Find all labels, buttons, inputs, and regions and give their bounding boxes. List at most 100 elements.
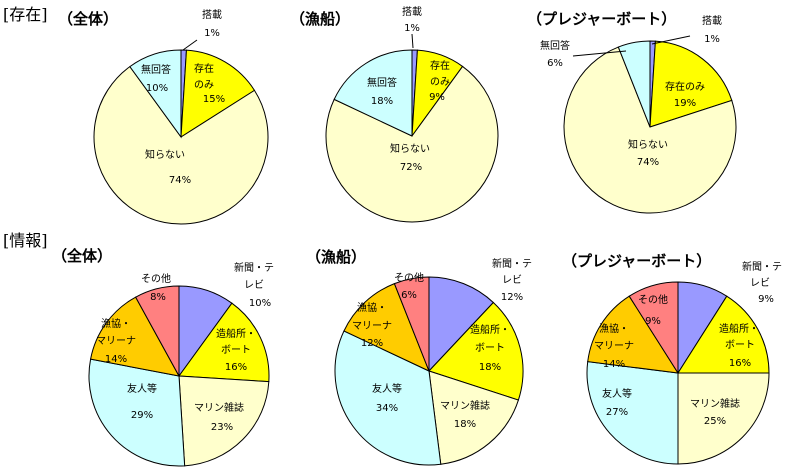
slice-value-label: 18% — [454, 419, 476, 430]
slice-value-label: 12% — [361, 338, 383, 349]
slice-value-label: 23% — [211, 422, 233, 433]
slice-label: マリン雑誌 — [440, 399, 490, 412]
slice-value-label: 18% — [371, 96, 393, 107]
slice-value-label: 34% — [376, 403, 398, 414]
slice-value-label: 6% — [401, 290, 417, 301]
slice-label: ボート — [221, 344, 251, 356]
chart-title: （漁船） — [290, 10, 350, 28]
slice-value-label: 1% — [404, 23, 420, 34]
slice-value-label: 14% — [105, 354, 127, 365]
pie-slice-0 — [428, 276, 495, 373]
chart-existence-fishing: （漁船） 搭載 1% 存在のみ 9% 知らない 72% 無回答 18% — [290, 5, 499, 223]
pie-slice-3 — [586, 361, 679, 465]
pie-slice-4 — [90, 296, 180, 377]
slice-label: マリン雑誌 — [194, 401, 244, 414]
slice-value-label: 8% — [150, 292, 166, 303]
slice-value-label: 74% — [637, 157, 659, 168]
pie: 新聞・テレビ 9% 造船所・ボート 16% マリン雑誌 25% 友人等 27% 漁協・マリーナ 1… — [586, 260, 782, 465]
slice-label: 知らない — [145, 148, 185, 161]
chart-information-all: （全体） 新聞・テレビ 10% 造船所・ボート 16% マリン雑誌 23% 友人等 29% 漁協… — [52, 247, 274, 467]
pie: 新聞・テレビ 12% 造船所・ボート 18% マリン雑誌 18% 友人等 34% 漁協・マリーナ… — [334, 257, 532, 466]
slice-value-label: 10% — [249, 298, 271, 309]
leader-line — [651, 35, 691, 45]
slice-label: マリーナ — [352, 320, 392, 332]
pie-slice-3 — [129, 49, 182, 139]
slice-label: のみ — [194, 80, 214, 91]
slice-value-label: 16% — [225, 362, 247, 373]
pie: 搭載 1% 存在のみ 15% 知らない 74% 無回答 10% — [93, 8, 269, 225]
pie-slice-2 — [677, 372, 770, 465]
chart-existence-all: （全体） 搭載 1% 存在のみ 15% 知らない 74% 無回答 10% — [58, 8, 269, 225]
chart-information-pleasure: （プレジャーボート） 新聞・テレビ 9% 造船所・ボート 16% マリン雑誌 25% 友人等… — [562, 252, 782, 465]
slice-value-label: 29% — [131, 410, 153, 421]
slice-label: レビ — [502, 274, 522, 286]
slice-label: 存在 — [194, 62, 214, 75]
slice-label: 存在のみ — [665, 80, 705, 93]
chart-title: （プレジャーボート） — [562, 252, 711, 270]
slice-label: ボート — [725, 339, 755, 351]
slice-value-label: 74% — [169, 175, 191, 186]
leader-line — [182, 39, 198, 51]
slice-label: その他 — [394, 271, 424, 284]
slice-label: 無回答 — [367, 76, 397, 89]
slice-label: レビ — [244, 279, 264, 291]
pie-slice-3 — [333, 49, 413, 137]
slice-value-label: 25% — [704, 416, 726, 427]
slice-label: 新聞・テ — [492, 257, 532, 270]
slice-value-label: 9% — [645, 316, 661, 327]
slice-label: その他 — [638, 293, 668, 306]
slice-label: のみ — [430, 77, 450, 88]
slice-label: 搭載 — [702, 14, 722, 27]
slice-label: 造船所・ — [470, 323, 510, 336]
slice-value-label: 14% — [603, 359, 625, 370]
pie-slice-1 — [180, 49, 256, 138]
slice-value-label: 15% — [203, 94, 225, 105]
slice-value-label: 72% — [400, 162, 422, 173]
slice-label: 無回答 — [540, 39, 570, 52]
slice-label: マリン雑誌 — [690, 397, 740, 410]
pie-slice-5 — [393, 276, 430, 372]
slice-label: レビ — [750, 277, 770, 289]
pie-slice-5 — [134, 285, 180, 377]
pie-slice-4 — [587, 295, 679, 374]
pie-slice-1 — [178, 302, 270, 383]
slice-label: 漁協・ — [101, 317, 131, 330]
chart-title: （漁船） — [306, 248, 366, 266]
slice-label: 漁協・ — [599, 322, 629, 335]
pie: 搭載 1% 存在のみ 9% 知らない 72% 無回答 18% — [325, 5, 499, 223]
pie-slice-2 — [178, 375, 270, 467]
slice-label: 新聞・テ — [742, 260, 782, 273]
pie: 新聞・テレビ 10% 造船所・ボート 16% マリン雑誌 23% 友人等 29% 漁協・マリーナ… — [88, 261, 274, 467]
pie-slice-2 — [325, 65, 499, 223]
slice-value-label: 1% — [704, 34, 720, 45]
pie-slice-4 — [343, 282, 430, 372]
slice-label: 無回答 — [141, 63, 171, 76]
slice-value-label: 6% — [547, 58, 563, 69]
slice-value-label: 18% — [479, 362, 501, 373]
leader-line — [572, 50, 627, 57]
pie-slice-1 — [677, 295, 770, 374]
slice-value-label: 10% — [146, 83, 168, 94]
slice-value-label: 16% — [729, 358, 751, 369]
slice-label: 搭載 — [202, 8, 222, 21]
slice-label: 漁協・ — [357, 301, 387, 314]
slice-value-label: 27% — [606, 407, 628, 418]
slice-value-label: 12% — [501, 292, 523, 303]
section-label-information: [情報] — [3, 231, 48, 250]
slice-label: 知らない — [390, 142, 430, 155]
chart-title: （プレジャーボート） — [527, 10, 676, 28]
leader-line — [411, 33, 414, 49]
slice-label: マリーナ — [96, 335, 136, 347]
slice-label: その他 — [141, 272, 171, 285]
slice-label: 友人等 — [127, 382, 157, 395]
slice-value-label: 19% — [674, 98, 696, 109]
slice-label: 造船所・ — [719, 322, 759, 335]
slice-label: 存在 — [430, 59, 450, 72]
slice-label: 友人等 — [372, 382, 402, 395]
pie-slice-3 — [88, 358, 186, 467]
slice-label: 知らない — [628, 138, 668, 151]
pie: 搭載 1% 存在のみ 19% 知らない 74% 無回答 6% — [540, 14, 737, 214]
slice-label: 新聞・テ — [234, 261, 274, 274]
chart-information-fishing: （漁船） 新聞・テレビ 12% 造船所・ボート 18% マリン雑誌 18% 友人等 34% 漁協… — [306, 248, 532, 466]
